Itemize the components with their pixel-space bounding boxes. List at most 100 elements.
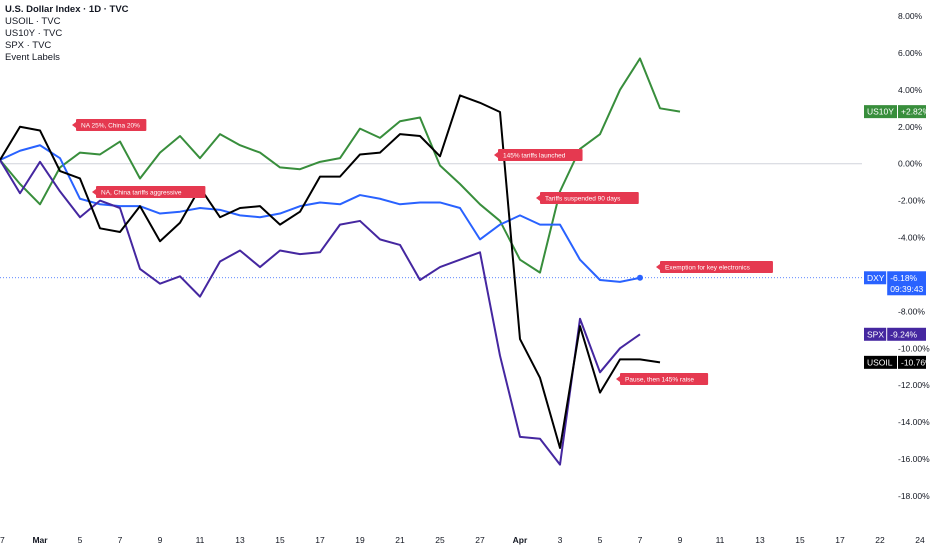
event-label-text: Pause, then 145% raise bbox=[625, 377, 694, 384]
x-tick-label: 9 bbox=[678, 535, 683, 545]
badge-name-box bbox=[864, 355, 897, 369]
series-line-spx bbox=[0, 159, 641, 466]
x-axis: 27 Mar 5 7 9 11 13 15 17 19 21 25 27 Apr 3 5 7 9 11 13 15 17 2… bbox=[0, 535, 925, 545]
badge-dxy: DXY -6.18%09:39:43 bbox=[864, 271, 926, 296]
legend-item-spx[interactable]: SPX · TVC bbox=[5, 40, 52, 51]
price-scale-badges: US10Y +2.82% DXY -6.18%09:39:43 SPX -9.24% USO… bbox=[864, 105, 932, 369]
chart-legend: U.S. Dollar Index · 1D · TVC USOIL · TVC… bbox=[5, 4, 129, 64]
event-label-text: NA, China tariffs aggressive bbox=[101, 190, 182, 197]
event-label: Pause, then 145% raise bbox=[616, 373, 709, 385]
event-label-text: Tariffs suspended 90 days bbox=[545, 196, 621, 203]
legend-item-usoil[interactable]: USOIL · TVC bbox=[5, 16, 61, 27]
x-tick-label: 21 bbox=[395, 535, 405, 545]
series-line-us10y bbox=[0, 57, 681, 274]
badge-value: -6.18% bbox=[890, 273, 917, 283]
x-tick-label: Mar bbox=[32, 535, 48, 545]
event-label-pointer bbox=[616, 376, 620, 382]
y-tick-label: -8.00% bbox=[898, 306, 925, 316]
x-tick-label: 27 bbox=[0, 535, 5, 545]
series-line-dxy bbox=[0, 144, 641, 283]
x-tick-label: 17 bbox=[835, 535, 845, 545]
event-label-pointer bbox=[536, 195, 540, 201]
event-label-text: Exemption for key electronics bbox=[665, 265, 751, 272]
badge-value-box bbox=[898, 105, 926, 119]
x-tick-label: 19 bbox=[355, 535, 365, 545]
badge-name-box bbox=[864, 105, 897, 119]
y-tick-label: -4.00% bbox=[898, 233, 925, 243]
badge-value: +2.82% bbox=[901, 107, 931, 117]
legend-item-us10y[interactable]: US10Y · TVC bbox=[5, 28, 63, 39]
x-tick-label: 15 bbox=[275, 535, 285, 545]
x-tick-label: 5 bbox=[598, 535, 603, 545]
badge-name-box bbox=[864, 271, 887, 285]
badge-value-box bbox=[887, 271, 926, 296]
x-tick-label: 11 bbox=[716, 535, 725, 545]
event-label-pointer bbox=[72, 122, 76, 128]
y-tick-label: 6.00% bbox=[898, 48, 923, 58]
event-label-text: 145% tariffs launched bbox=[503, 153, 566, 160]
event-label-box bbox=[620, 373, 709, 385]
x-tick-label: 24 bbox=[915, 535, 925, 545]
x-tick-label: 13 bbox=[755, 535, 765, 545]
x-tick-label: 7 bbox=[638, 535, 643, 545]
y-tick-label: -16.00% bbox=[898, 454, 930, 464]
event-label: Tariffs suspended 90 days bbox=[536, 192, 639, 204]
badge-name: USOIL bbox=[867, 357, 893, 367]
event-label-pointer bbox=[656, 264, 660, 270]
badge-spx: SPX -9.24% bbox=[864, 327, 926, 341]
y-tick-label: 0.00% bbox=[898, 159, 923, 169]
y-axis: 8.00%6.00%4.00%2.00%0.00%-2.00%-4.00%-6.… bbox=[898, 11, 930, 501]
badge-name: SPX bbox=[867, 329, 884, 339]
legend-item-event-labels[interactable]: Event Labels bbox=[5, 52, 60, 63]
y-tick-label: -14.00% bbox=[898, 417, 930, 427]
event-label-text: NA 25%, China 20% bbox=[81, 123, 140, 130]
badge-value-box bbox=[887, 327, 926, 341]
series-layer bbox=[0, 57, 681, 466]
y-tick-label: -2.00% bbox=[898, 196, 925, 206]
badge-name: US10Y bbox=[867, 107, 894, 117]
event-label: NA, China tariffs aggressive bbox=[92, 186, 206, 198]
x-tick-label: 13 bbox=[235, 535, 245, 545]
x-tick-label: 9 bbox=[158, 535, 163, 545]
x-tick-label: Apr bbox=[513, 535, 528, 545]
event-label-box bbox=[540, 192, 639, 204]
grid-layer bbox=[0, 163, 862, 279]
x-tick-label: 5 bbox=[78, 535, 83, 545]
series-line-usoil bbox=[0, 94, 661, 449]
x-tick-label: 7 bbox=[118, 535, 123, 545]
event-label-box bbox=[660, 261, 773, 273]
x-tick-label: 27 bbox=[475, 535, 485, 545]
y-tick-label: -18.00% bbox=[898, 491, 930, 501]
event-label: Exemption for key electronics bbox=[656, 261, 773, 273]
x-tick-label: 15 bbox=[795, 535, 805, 545]
event-label-box bbox=[76, 119, 147, 131]
x-tick-label: 25 bbox=[435, 535, 445, 545]
y-tick-label: -12.00% bbox=[898, 380, 930, 390]
badge-countdown: 09:39:43 bbox=[890, 284, 923, 294]
badge-value-box bbox=[898, 355, 926, 369]
badge-value: -10.76% bbox=[901, 357, 932, 367]
x-tick-label: 22 bbox=[875, 535, 885, 545]
badge-name: DXY bbox=[867, 273, 885, 283]
event-label: NA 25%, China 20% bbox=[72, 119, 147, 131]
badge-usoil: USOIL -10.76% bbox=[864, 355, 932, 369]
event-label-box bbox=[96, 186, 206, 198]
y-tick-label: 4.00% bbox=[898, 85, 923, 95]
event-label: 145% tariffs launched bbox=[494, 149, 583, 161]
y-tick-label: -10.00% bbox=[898, 343, 930, 353]
event-labels-layer: NA 25%, China 20% NA, China tariffs aggre… bbox=[72, 119, 773, 385]
x-tick-label: 3 bbox=[558, 535, 563, 545]
y-tick-label: 2.00% bbox=[898, 122, 923, 132]
badge-us10y: US10Y +2.82% bbox=[864, 105, 931, 119]
x-tick-label: 17 bbox=[315, 535, 325, 545]
badge-value: -9.24% bbox=[890, 329, 917, 339]
y-tick-label: 8.00% bbox=[898, 11, 923, 21]
badge-name-box bbox=[864, 327, 887, 341]
dxy-last-point bbox=[637, 274, 643, 281]
event-label-pointer bbox=[494, 152, 498, 158]
legend-title[interactable]: U.S. Dollar Index · 1D · TVC bbox=[5, 4, 129, 15]
event-label-box bbox=[498, 149, 583, 161]
event-label-pointer bbox=[92, 189, 96, 195]
x-tick-label: 11 bbox=[196, 535, 205, 545]
